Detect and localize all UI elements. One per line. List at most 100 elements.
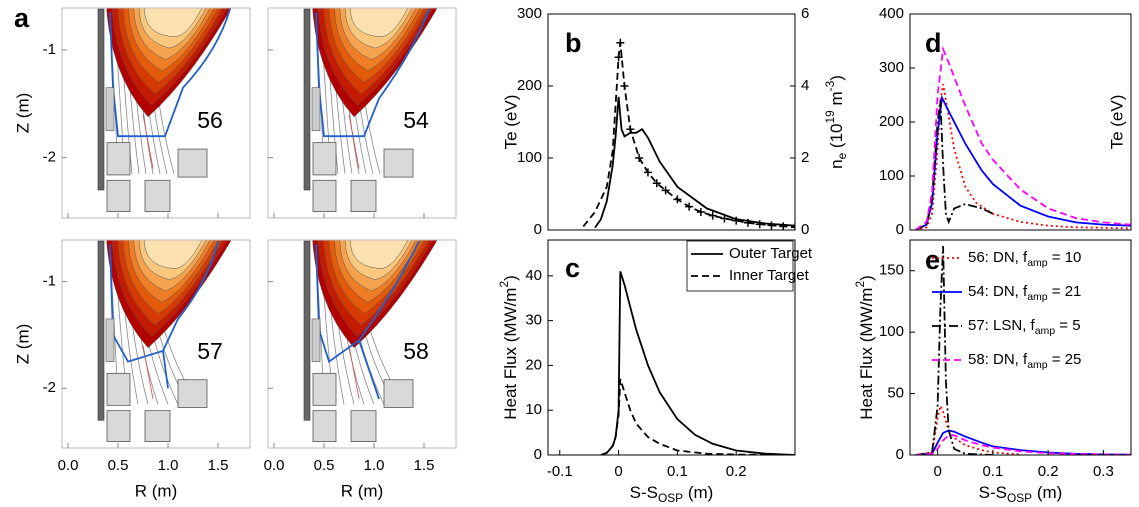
y-tick-label: 10 <box>525 401 542 418</box>
x-tick-label: 0.2 <box>1038 463 1059 480</box>
text-part: S-S <box>979 483 1007 502</box>
text-part: = 5 <box>1055 317 1080 334</box>
x-tick-label: 0.5 <box>108 457 129 474</box>
marker <box>661 186 670 195</box>
separatrix <box>109 8 231 138</box>
y-tick-label: 150 <box>879 262 904 279</box>
coil <box>312 179 337 212</box>
axes-box <box>267 239 457 449</box>
plot-area <box>548 14 795 230</box>
flux-contour <box>350 8 409 37</box>
marker <box>696 208 705 216</box>
y2-tick-label: 6 <box>801 5 809 22</box>
text-part: amp <box>1027 257 1048 269</box>
x-tick-label: 0 <box>933 463 941 480</box>
y-tick-label: -2 <box>43 379 56 396</box>
axes-box <box>61 239 251 449</box>
text-part: e <box>835 152 849 159</box>
equilibrium-plot <box>303 240 438 442</box>
coil <box>312 142 337 176</box>
marker <box>779 222 788 230</box>
panel-label: a <box>14 3 30 33</box>
text-part: OSP <box>658 491 683 505</box>
y-tick-label: 100 <box>879 167 904 184</box>
series-group <box>582 38 795 230</box>
text-part: Heat Flux (MW/m <box>857 288 876 420</box>
flux-contour <box>350 240 409 269</box>
baffle <box>105 87 115 132</box>
legend-box <box>686 240 794 292</box>
shot-label: 56 <box>197 107 223 133</box>
y2-tick-label: 0 <box>801 221 809 238</box>
text-part: ) <box>501 275 520 281</box>
y-tick-label: -1 <box>43 41 56 58</box>
baffle <box>311 318 321 362</box>
legend-label: 56: DN, famp = 10 <box>968 249 1081 269</box>
y-tick-label: 400 <box>879 5 904 22</box>
wall <box>97 8 105 191</box>
x-axis-label: R (m) <box>341 481 383 500</box>
y-tick-label: 30 <box>525 312 542 329</box>
x-tick-label: 0.0 <box>264 457 285 474</box>
series-line <box>915 100 994 230</box>
text-part: (m) <box>683 483 713 502</box>
strike-line <box>348 345 360 399</box>
strike-line <box>142 345 154 399</box>
shot-label: 57 <box>197 338 223 364</box>
equilibrium-plot <box>97 240 232 442</box>
marker <box>635 154 644 162</box>
text-part: 2 <box>853 281 867 288</box>
y-tick-label: 0 <box>534 446 542 463</box>
y-tick-label: -2 <box>43 149 56 166</box>
text-part: m <box>827 91 846 110</box>
strike-line <box>142 114 154 169</box>
text-part: (10 <box>827 123 846 152</box>
panel-label: e <box>925 245 940 275</box>
coil <box>312 372 337 406</box>
x-axis-label: S-SOSP (m) <box>630 483 714 505</box>
axes-box <box>547 13 796 231</box>
axes-box <box>61 7 251 219</box>
text-part: = 10 <box>1048 249 1082 266</box>
x-tick-label: 0.5 <box>314 457 335 474</box>
text-part: amp <box>1027 291 1048 303</box>
text-part: amp <box>1035 325 1056 337</box>
marker <box>616 38 625 47</box>
text-part: (m) <box>1032 483 1062 502</box>
y-tick-label: 100 <box>517 149 542 166</box>
marker <box>614 53 623 62</box>
x-tick-label: 0.1 <box>667 463 688 480</box>
text-part: OSP <box>1007 491 1032 505</box>
series-group <box>600 271 795 455</box>
legend-label: 57: LSN, famp = 5 <box>968 317 1081 337</box>
separatrix <box>109 240 219 389</box>
panel-label: c <box>565 253 580 283</box>
text-part: = 25 <box>1048 351 1082 368</box>
x-tick-label: 0.2 <box>726 463 747 480</box>
y-axis-label: Z (m) <box>13 93 32 134</box>
y-tick-label: 300 <box>879 59 904 76</box>
flux-contour <box>144 240 203 269</box>
y-tick-label: 0 <box>534 221 542 238</box>
y-tick-label: 200 <box>879 113 904 130</box>
marker <box>708 211 717 220</box>
series-line <box>600 378 795 455</box>
equilibrium-plot <box>97 8 232 212</box>
x-tick-label: 1.0 <box>364 457 385 474</box>
legend-label: Inner Target <box>729 267 810 284</box>
text-part: 54: DN, f <box>968 283 1028 300</box>
y-axis-label: Te (eV) <box>501 95 520 150</box>
plot-area <box>910 240 1131 455</box>
y-tick-label: -1 <box>43 273 56 290</box>
x-axis-label: R (m) <box>135 481 177 500</box>
coil <box>106 142 131 176</box>
text-part: = 21 <box>1048 283 1082 300</box>
y-tick-label: 300 <box>517 5 542 22</box>
y-tick-label: 50 <box>887 385 904 402</box>
wall <box>97 240 105 421</box>
x-tick-label: 0.0 <box>58 457 79 474</box>
y2-axis-label: ne (1019 m-3) <box>823 75 849 169</box>
text-part: n <box>827 159 846 168</box>
marker <box>732 216 741 225</box>
text-part: 19 <box>823 110 837 124</box>
